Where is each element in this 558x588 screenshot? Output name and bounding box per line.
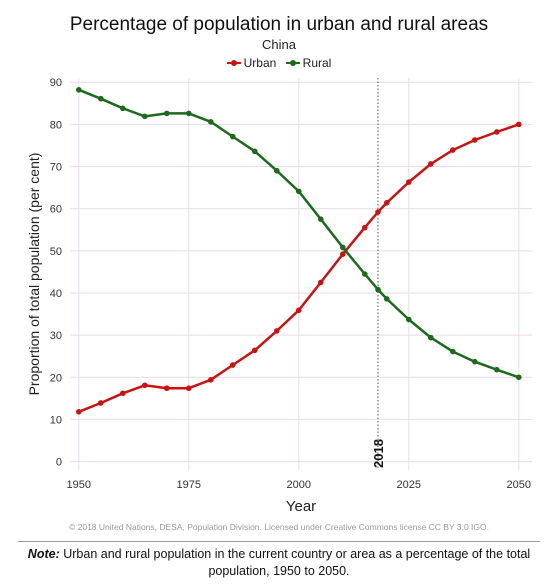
data-point-urban bbox=[208, 376, 214, 383]
data-point-rural bbox=[384, 296, 390, 302]
data-point-rural bbox=[375, 286, 381, 293]
credit-line: © 2018 United Nations, DESA, Population … bbox=[69, 522, 489, 532]
y-tick-label: 50 bbox=[50, 246, 62, 258]
legend-label-rural: Rural bbox=[302, 56, 332, 70]
data-point-rural bbox=[142, 113, 148, 120]
y-tick-label: 60 bbox=[50, 204, 62, 216]
y-tick-label: 30 bbox=[50, 330, 62, 342]
data-point-urban bbox=[76, 409, 82, 415]
data-point-rural bbox=[516, 374, 522, 381]
data-point-urban bbox=[516, 121, 522, 128]
chart-subtitle: China bbox=[262, 37, 296, 52]
data-point-rural bbox=[472, 358, 478, 365]
note-label: Note: bbox=[27, 547, 60, 561]
legend-item-urban[interactable]: Urban bbox=[226, 56, 277, 70]
note-text: Urban and rural population in the curren… bbox=[63, 547, 531, 578]
data-point-urban bbox=[362, 224, 368, 231]
data-point-urban bbox=[296, 307, 302, 314]
chart-title: Percentage of population in urban and ru… bbox=[69, 14, 489, 35]
y-tick-label: 70 bbox=[50, 162, 62, 174]
data-point-urban bbox=[274, 328, 280, 334]
x-tick-label: 1950 bbox=[67, 479, 91, 491]
data-point-rural bbox=[274, 167, 280, 174]
data-point-rural bbox=[230, 133, 236, 140]
data-point-urban bbox=[494, 129, 500, 135]
data-point-urban bbox=[406, 179, 412, 185]
data-point-urban bbox=[186, 385, 192, 392]
legend-item-rural[interactable]: Rural bbox=[285, 56, 332, 70]
data-point-rural bbox=[494, 366, 500, 373]
data-point-urban bbox=[252, 347, 258, 354]
x-tick-label: 2000 bbox=[287, 479, 311, 491]
y-axis-title: Proportion of total population (per cent… bbox=[26, 153, 42, 396]
data-point-rural bbox=[362, 271, 368, 277]
legend: Urban Rural bbox=[0, 53, 558, 70]
note: Note: Urban and rural population in the … bbox=[18, 541, 540, 580]
y-tick-label: 20 bbox=[50, 372, 62, 384]
data-point-rural bbox=[76, 87, 82, 93]
series-line-urban bbox=[78, 123, 520, 413]
data-point-urban bbox=[472, 137, 478, 143]
data-point-rural bbox=[450, 348, 456, 355]
data-point-urban bbox=[428, 161, 434, 167]
data-point-urban bbox=[164, 385, 170, 392]
data-point-urban bbox=[230, 362, 236, 368]
data-point-rural bbox=[406, 316, 412, 323]
data-point-rural bbox=[164, 110, 170, 117]
legend-swatch-rural bbox=[285, 60, 300, 66]
line-chart: 0 10 20 30 40 50 60 70 80 90 1950 1975 2000 2025 2050 Y… bbox=[26, 77, 532, 515]
y-tick-label: 40 bbox=[50, 288, 62, 300]
data-point-urban bbox=[120, 390, 126, 397]
data-point-rural bbox=[296, 188, 302, 195]
data-point-urban bbox=[98, 400, 104, 406]
data-point-urban bbox=[450, 147, 456, 153]
series-line-rural bbox=[78, 88, 520, 379]
x-axis-title: Year bbox=[286, 498, 316, 515]
data-point-rural bbox=[318, 216, 324, 223]
x-tick-label: 2025 bbox=[397, 479, 421, 491]
data-point-rural bbox=[120, 105, 126, 112]
data-point-urban bbox=[384, 199, 390, 206]
legend-swatch-urban bbox=[226, 60, 241, 66]
y-tick-label: 0 bbox=[56, 457, 62, 469]
legend-label-urban: Urban bbox=[243, 56, 277, 70]
x-tick-label: 2050 bbox=[507, 479, 531, 491]
data-point-urban bbox=[375, 209, 381, 215]
y-tick-label: 80 bbox=[50, 119, 62, 131]
data-point-rural bbox=[186, 110, 192, 117]
data-point-rural bbox=[428, 334, 434, 341]
x-tick-label: 1975 bbox=[177, 479, 201, 491]
data-point-urban bbox=[318, 279, 324, 286]
data-point-urban bbox=[142, 382, 148, 389]
y-tick-label: 10 bbox=[50, 414, 62, 426]
year-marker-label: 2018 bbox=[371, 439, 386, 468]
data-point-rural bbox=[252, 148, 258, 155]
data-point-rural bbox=[340, 244, 346, 251]
y-tick-label: 90 bbox=[50, 77, 62, 89]
data-point-rural bbox=[98, 95, 104, 102]
data-point-urban bbox=[340, 251, 346, 257]
data-point-rural bbox=[208, 119, 214, 125]
